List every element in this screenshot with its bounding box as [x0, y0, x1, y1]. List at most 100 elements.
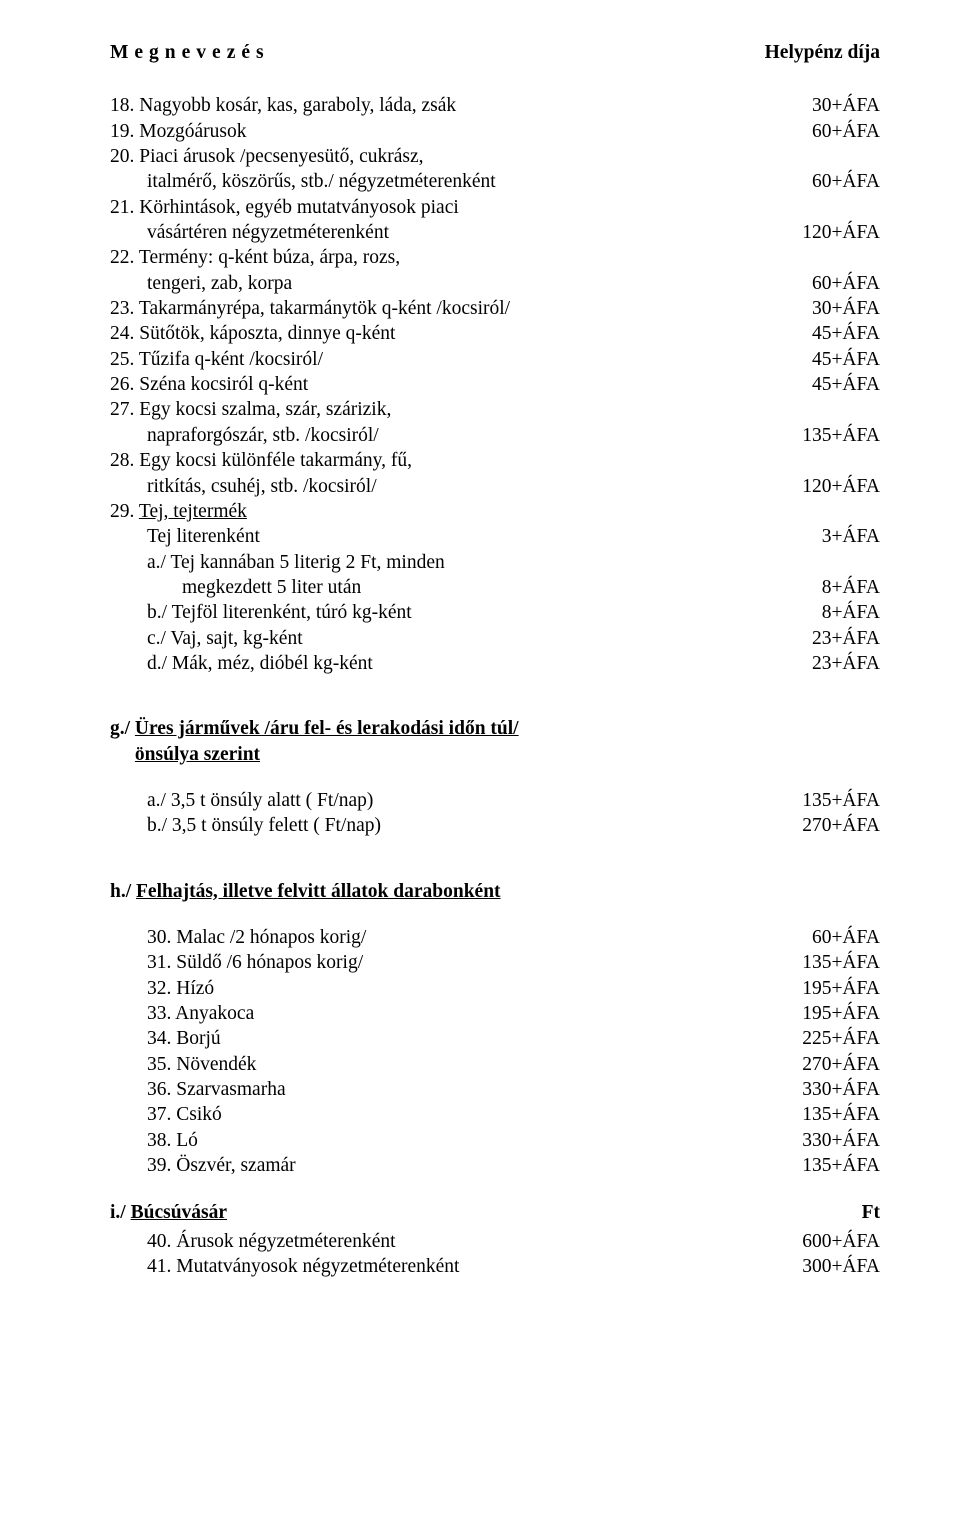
item-price: 135+ÁFA [802, 950, 880, 975]
item-price: 300+ÁFA [802, 1254, 880, 1279]
list-item: 33. Anyakoca195+ÁFA [110, 1001, 880, 1026]
section-h-prefix: h./ [110, 881, 131, 902]
list-item: 39. Öszvér, szamár135+ÁFA [110, 1153, 880, 1178]
item-price: 45+ÁFA [812, 372, 880, 397]
item-price: 60+ÁFA [812, 271, 880, 296]
item-text: megkezdett 5 liter után [110, 575, 822, 600]
item-text: 26. Széna kocsiról q-ként [110, 372, 812, 397]
section-h-title: h./ Felhajtás, illetve felvitt állatok d… [110, 879, 880, 904]
header-left: Megnevezés [110, 40, 270, 65]
list-item: 36. Szarvasmarha330+ÁFA [110, 1077, 880, 1102]
section-g-line2: önsúlya szerint [135, 744, 260, 765]
list-item: 31. Süldő /6 hónapos korig/135+ÁFA [110, 950, 880, 975]
list-item-cont: napraforgószár, stb. /kocsiról/135+ÁFA [110, 423, 880, 448]
item-text: tengeri, zab, korpa [110, 271, 812, 296]
list-item-cont: italmérő, köszörűs, stb./ négyzetméteren… [110, 169, 880, 194]
item-price: 195+ÁFA [802, 976, 880, 1001]
list-item: 20. Piaci árusok /pecsenyesütő, cukrász, [110, 144, 880, 169]
list-item: d./ Mák, méz, dióbél kg-ként23+ÁFA [110, 651, 880, 676]
item-text: b./ 3,5 t önsúly felett ( Ft/nap) [110, 813, 802, 838]
item-price: 60+ÁFA [812, 119, 880, 144]
list-item: 30. Malac /2 hónapos korig/60+ÁFA [110, 925, 880, 950]
item-text: 20. Piaci árusok /pecsenyesütő, cukrász, [110, 144, 880, 169]
item-text: Tej literenként [110, 524, 822, 549]
item-text: 31. Süldő /6 hónapos korig/ [110, 950, 802, 975]
item-price: 135+ÁFA [802, 788, 880, 813]
list-item: Tej literenként3+ÁFA [110, 524, 880, 549]
list-item: 21. Körhintások, egyéb mutatványosok pia… [110, 195, 880, 220]
list-item-cont: ritkítás, csuhéj, stb. /kocsiról/120+ÁFA [110, 474, 880, 499]
item-text: 27. Egy kocsi szalma, szár, szárizik, [110, 397, 880, 422]
item-text: d./ Mák, méz, dióbél kg-ként [110, 651, 812, 676]
list-item: 25. Tűzifa q-ként /kocsiról/45+ÁFA [110, 347, 880, 372]
item-text: 22. Termény: q-ként búza, árpa, rozs, [110, 245, 880, 270]
item-price: 23+ÁFA [812, 626, 880, 651]
item-price: 60+ÁFA [812, 925, 880, 950]
item-text: napraforgószár, stb. /kocsiról/ [110, 423, 802, 448]
item-text: 36. Szarvasmarha [110, 1077, 802, 1102]
item-price: 135+ÁFA [802, 423, 880, 448]
item-text: 41. Mutatványosok négyzetméterenként [110, 1254, 802, 1279]
item-text: 35. Növendék [110, 1052, 802, 1077]
item-text: 25. Tűzifa q-ként /kocsiról/ [110, 347, 812, 372]
section-i-right: Ft [862, 1200, 880, 1225]
item-price: 8+ÁFA [822, 575, 880, 600]
item-text: a./ 3,5 t önsúly alatt ( Ft/nap) [110, 788, 802, 813]
item-text: ritkítás, csuhéj, stb. /kocsiról/ [110, 474, 802, 499]
item-price: 23+ÁFA [812, 651, 880, 676]
list-item: 37. Csikó135+ÁFA [110, 1102, 880, 1127]
item-text: 39. Öszvér, szamár [110, 1153, 802, 1178]
list-item: a./ 3,5 t önsúly alatt ( Ft/nap)135+ÁFA [110, 788, 880, 813]
list-item: 32. Hízó195+ÁFA [110, 976, 880, 1001]
item-text: a./ Tej kannában 5 literig 2 Ft, minden [110, 550, 880, 575]
item-price: 270+ÁFA [802, 813, 880, 838]
item-price: 120+ÁFA [802, 474, 880, 499]
list-item: 23. Takarmányrépa, takarmánytök q-ként /… [110, 296, 880, 321]
item-text: b./ Tejföl literenként, túró kg-ként [110, 600, 822, 625]
list-item: 24. Sütőtök, káposzta, dinnye q-ként45+Á… [110, 321, 880, 346]
list-item: 19. Mozgóárusok60+ÁFA [110, 119, 880, 144]
item-text: 33. Anyakoca [110, 1001, 802, 1026]
item-price: 45+ÁFA [812, 347, 880, 372]
list-item-cont: tengeri, zab, korpa60+ÁFA [110, 271, 880, 296]
item-text: c./ Vaj, sajt, kg-ként [110, 626, 812, 651]
item-price: 330+ÁFA [802, 1077, 880, 1102]
list-item: 22. Termény: q-ként búza, árpa, rozs, [110, 245, 880, 270]
item-text: 38. Ló [110, 1128, 802, 1153]
item-text: 32. Hízó [110, 976, 802, 1001]
item-price: 225+ÁFA [802, 1026, 880, 1051]
item-text: 40. Árusok négyzetméterenként [110, 1229, 802, 1254]
item-text: italmérő, köszörűs, stb./ négyzetméteren… [110, 169, 812, 194]
item-price: 600+ÁFA [802, 1229, 880, 1254]
item-text: 29. Tej, tejtermék [110, 499, 880, 524]
item-text: 23. Takarmányrépa, takarmánytök q-ként /… [110, 296, 812, 321]
item-text: vásártéren négyzetméterenként [110, 220, 802, 245]
list-item: 29. Tej, tejtermék [110, 499, 880, 524]
item-text: 30. Malac /2 hónapos korig/ [110, 925, 812, 950]
item-price: 120+ÁFA [802, 220, 880, 245]
section-g-line1: Üres járművek /áru fel- és lerakodási id… [135, 718, 519, 739]
list-item: 41. Mutatványosok négyzetméterenként300+… [110, 1254, 880, 1279]
list-item: a./ Tej kannában 5 literig 2 Ft, minden [110, 550, 880, 575]
item-price: 30+ÁFA [812, 296, 880, 321]
list-item: 28. Egy kocsi különféle takarmány, fű, [110, 448, 880, 473]
list-item-cont: vásártéren négyzetméterenként120+ÁFA [110, 220, 880, 245]
section-i-title: i./ Búcsúvásár Ft [110, 1200, 880, 1225]
item-price: 30+ÁFA [812, 93, 880, 118]
item-price: 330+ÁFA [802, 1128, 880, 1153]
list-item: b./ Tejföl literenként, túró kg-ként8+ÁF… [110, 600, 880, 625]
item-text: 37. Csikó [110, 1102, 802, 1127]
list-item: 34. Borjú225+ÁFA [110, 1026, 880, 1051]
section-i-prefix: i./ [110, 1202, 126, 1223]
list-item: 38. Ló330+ÁFA [110, 1128, 880, 1153]
item-price: 45+ÁFA [812, 321, 880, 346]
list-item: 26. Széna kocsiról q-ként45+ÁFA [110, 372, 880, 397]
list-item: c./ Vaj, sajt, kg-ként23+ÁFA [110, 626, 880, 651]
list-item-cont: megkezdett 5 liter után8+ÁFA [110, 575, 880, 600]
header-row: Megnevezés Helypénz díja [110, 40, 880, 65]
list-item: b./ 3,5 t önsúly felett ( Ft/nap)270+ÁFA [110, 813, 880, 838]
item-price: 135+ÁFA [802, 1153, 880, 1178]
section-g-prefix: g./ [110, 718, 130, 739]
item-price: 270+ÁFA [802, 1052, 880, 1077]
item-text: 19. Mozgóárusok [110, 119, 812, 144]
